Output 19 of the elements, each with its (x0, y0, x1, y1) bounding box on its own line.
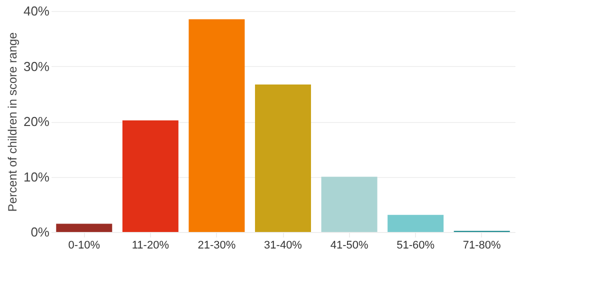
x-tick-label: 21-30% (198, 240, 236, 252)
x-tick-label: 0-10% (68, 240, 100, 252)
y-tick-label: 0% (30, 224, 50, 240)
bar (188, 19, 245, 232)
x-tick-label: 51-60% (396, 240, 435, 252)
y-tick-label: 10% (23, 169, 50, 184)
bar (388, 214, 444, 232)
x-tick-label: 71-80% (462, 240, 502, 252)
y-tick-label: 40% (23, 4, 50, 18)
bar (255, 84, 311, 232)
bar (321, 176, 378, 232)
y-axis-title: Percent of children in score range (5, 32, 20, 212)
x-tick-label: 31-40% (264, 240, 302, 252)
bar (56, 224, 112, 232)
y-tick-label: 30% (23, 58, 50, 74)
x-tick-label: 41-50% (330, 240, 368, 252)
x-tick-label: 11-20% (132, 240, 170, 252)
bar (122, 120, 178, 232)
y-tick-label: 20% (23, 114, 50, 129)
